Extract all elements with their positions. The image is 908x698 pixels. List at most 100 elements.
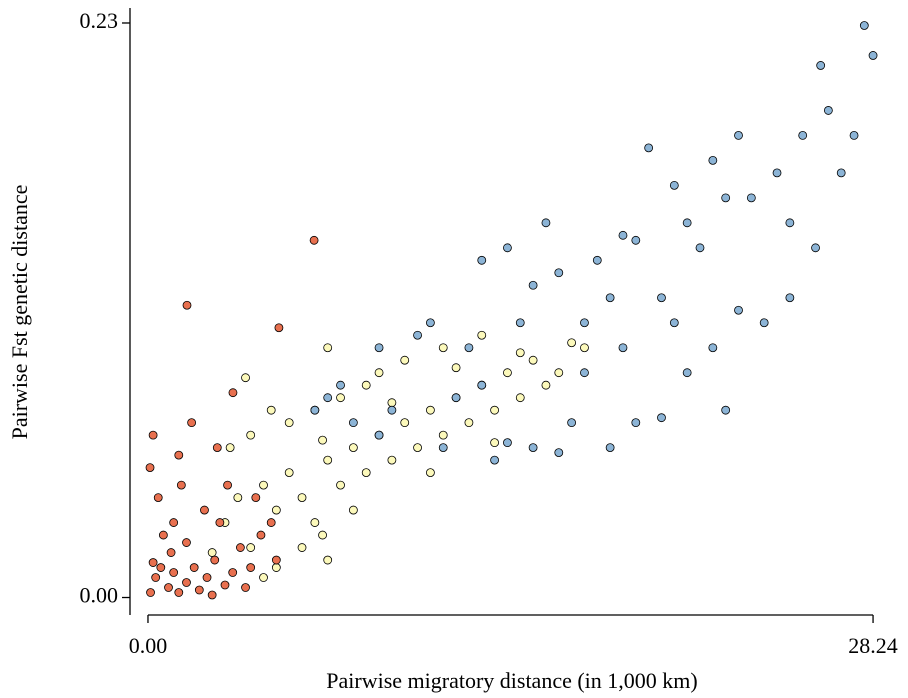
point <box>215 518 225 527</box>
point <box>387 398 397 408</box>
point <box>413 443 422 453</box>
point <box>541 218 551 228</box>
point <box>490 438 499 448</box>
point <box>592 255 602 265</box>
point <box>618 230 628 240</box>
point <box>297 493 307 502</box>
point <box>426 405 435 415</box>
point <box>528 443 538 453</box>
point <box>241 373 250 383</box>
point <box>618 343 628 353</box>
point <box>228 388 238 398</box>
point <box>225 443 235 453</box>
point <box>176 480 186 490</box>
point <box>210 555 220 565</box>
point <box>669 180 679 190</box>
point <box>336 480 345 490</box>
point <box>682 218 692 228</box>
point <box>271 505 281 515</box>
point <box>336 393 345 403</box>
point <box>541 380 551 390</box>
point <box>246 563 256 572</box>
point <box>323 555 333 565</box>
point <box>266 518 276 527</box>
point <box>438 343 448 353</box>
point <box>309 235 319 245</box>
point <box>256 530 266 540</box>
point <box>580 318 589 328</box>
point <box>318 530 327 540</box>
point <box>631 418 641 428</box>
point <box>318 435 327 445</box>
point <box>669 318 679 328</box>
point <box>567 418 577 428</box>
point <box>451 393 461 403</box>
point <box>644 143 654 153</box>
point <box>528 280 538 290</box>
point <box>438 443 448 453</box>
point <box>156 563 166 572</box>
point <box>259 480 268 490</box>
point <box>266 405 276 415</box>
point <box>241 583 250 592</box>
point <box>374 343 384 353</box>
point <box>464 418 474 428</box>
point <box>310 405 320 415</box>
point <box>323 393 333 403</box>
point <box>194 585 204 595</box>
point <box>284 418 294 428</box>
point <box>695 243 705 253</box>
point <box>153 493 163 502</box>
point <box>259 573 268 582</box>
point <box>823 106 833 115</box>
point <box>146 588 155 597</box>
point <box>451 363 461 373</box>
point <box>361 468 371 478</box>
point <box>246 543 256 552</box>
point <box>274 323 284 333</box>
point <box>657 413 666 423</box>
point <box>772 168 782 178</box>
point <box>323 455 333 465</box>
point <box>271 555 281 565</box>
point <box>477 380 487 390</box>
point <box>236 543 245 552</box>
point <box>605 293 615 303</box>
point <box>348 505 358 515</box>
point <box>297 543 307 552</box>
point <box>202 573 212 582</box>
point <box>868 51 878 60</box>
point <box>477 255 487 265</box>
point <box>323 343 333 353</box>
point <box>166 548 176 557</box>
point <box>148 558 158 567</box>
point <box>228 568 238 577</box>
point <box>490 455 499 465</box>
point <box>816 61 826 70</box>
point <box>554 268 564 278</box>
point <box>251 493 261 502</box>
point <box>233 493 243 502</box>
point <box>182 300 192 310</box>
point <box>189 563 199 572</box>
point <box>207 590 217 600</box>
point <box>567 338 577 348</box>
point <box>246 430 256 440</box>
point <box>336 380 345 390</box>
point <box>464 343 474 353</box>
point <box>515 318 525 328</box>
point <box>580 343 589 353</box>
point <box>374 368 384 378</box>
point <box>605 443 615 453</box>
point <box>503 243 512 253</box>
point <box>148 430 158 440</box>
y-tick-label: 0.00 <box>80 583 119 608</box>
point <box>387 405 397 415</box>
point <box>169 518 179 527</box>
point <box>174 450 184 460</box>
point <box>477 330 487 340</box>
point <box>746 193 756 203</box>
point <box>734 305 743 315</box>
point <box>631 235 641 245</box>
